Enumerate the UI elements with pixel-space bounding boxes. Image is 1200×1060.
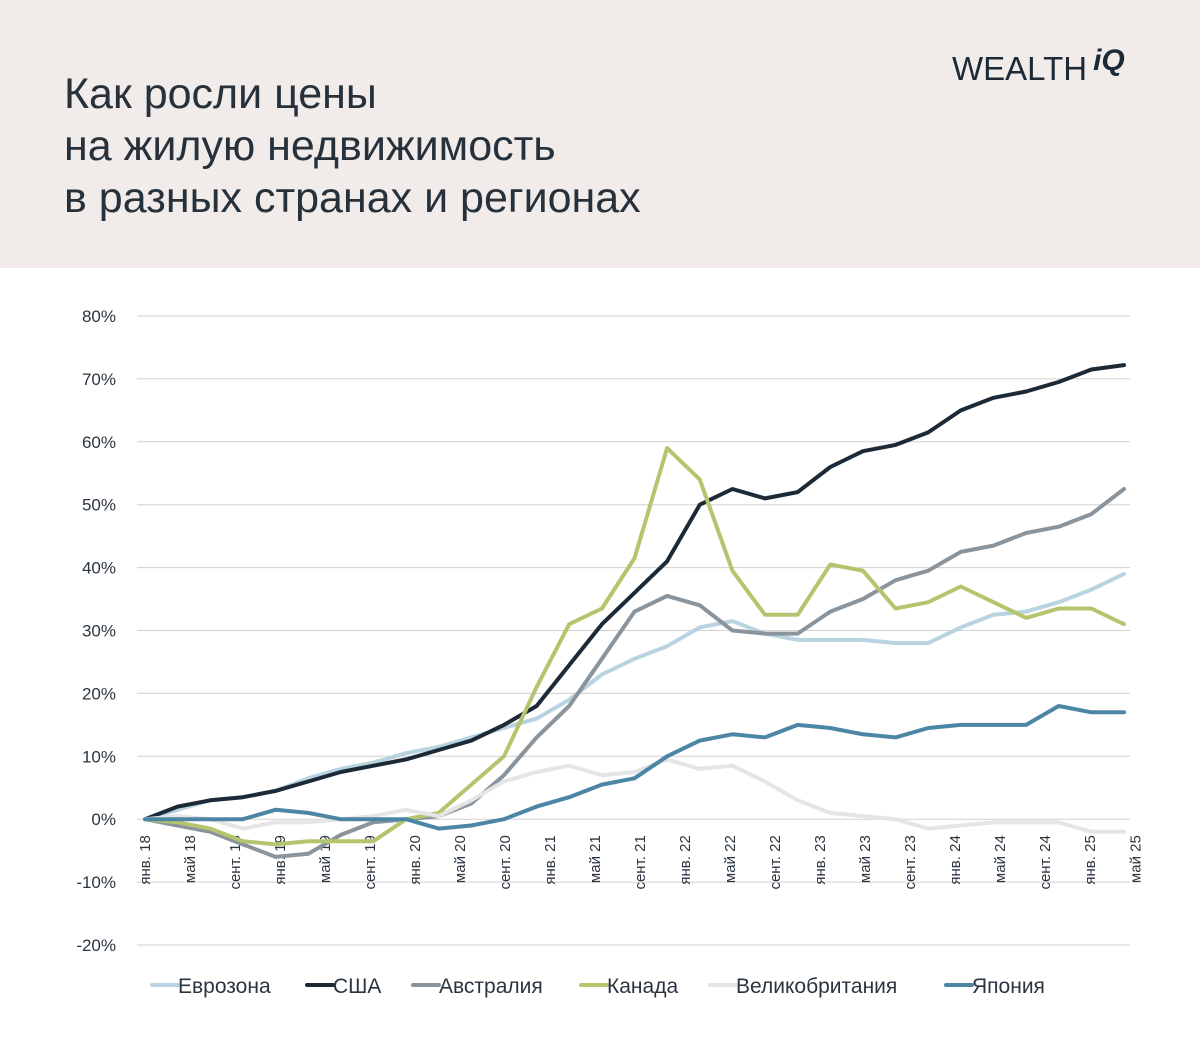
- x-tick-label: сент. 19: [362, 835, 379, 889]
- x-tick-label: янв. 25: [1082, 835, 1099, 884]
- y-tick-label: 50%: [82, 496, 116, 515]
- x-tick-label: янв. 24: [947, 835, 964, 884]
- y-tick-label: -10%: [76, 873, 116, 892]
- y-tick-label: -20%: [76, 936, 116, 955]
- wealthiq-logo: WEALTH iQ: [952, 44, 1125, 88]
- x-tick-label: янв. 18: [137, 835, 154, 884]
- page-title: Как росли цены на жилую недвижимость в р…: [64, 68, 884, 224]
- x-tick-label: сент. 18: [227, 835, 244, 889]
- logo-main-text: WEALTH: [952, 50, 1088, 87]
- title-line-2: на жилую недвижимость: [64, 122, 556, 170]
- legend-label: Великобритания: [736, 975, 897, 998]
- x-tick-label: май 24: [992, 835, 1009, 883]
- series-line-Япония: [143, 704, 1126, 831]
- title-line-1: Как росли цены: [64, 70, 377, 118]
- y-tick-label: 30%: [82, 622, 116, 641]
- x-tick-label: янв. 20: [407, 835, 424, 884]
- x-tick-label: сент. 22: [767, 835, 784, 889]
- x-tick-label: янв. 21: [542, 835, 559, 884]
- legend-label: Еврозона: [178, 975, 271, 998]
- x-tick-label: сент. 24: [1037, 835, 1054, 889]
- x-tick-label: сент. 20: [497, 835, 514, 889]
- y-tick-label: 0%: [91, 810, 116, 829]
- y-tick-label: 70%: [82, 370, 116, 389]
- header-banner: Как росли цены на жилую недвижимость в р…: [0, 0, 1200, 268]
- legend-label: Канада: [607, 975, 678, 998]
- x-tick-label: май 18: [182, 835, 199, 883]
- x-tick-label: сент. 23: [902, 835, 919, 889]
- series-line-Австралия: [143, 487, 1126, 859]
- line-chart: 80% 70% 60% 50% 40% 30% 20% 10% 0% -10% -20% янв. 1…: [76, 307, 1144, 998]
- series-line-Канада: [143, 446, 1126, 847]
- x-tick-label: янв. 19: [272, 835, 289, 884]
- x-tick-label: май 25: [1127, 835, 1144, 883]
- y-tick-label: 10%: [82, 747, 116, 766]
- y-tick-label: 40%: [82, 559, 116, 578]
- x-tick-label: сент. 21: [632, 835, 649, 889]
- title-line-3: в разных странах и регионах: [64, 174, 641, 222]
- y-tick-label: 20%: [82, 684, 116, 703]
- series-line-Великобритания: [143, 757, 1126, 834]
- x-tick-label: янв. 22: [677, 835, 694, 884]
- x-tick-label: янв. 23: [812, 835, 829, 884]
- y-tick-label: 60%: [82, 433, 116, 452]
- series-line-США: [143, 363, 1126, 822]
- series-line-Еврозона: [143, 571, 1126, 822]
- y-tick-label: 80%: [82, 307, 116, 326]
- x-tick-label: май 20: [452, 835, 469, 883]
- x-tick-label: май 23: [857, 835, 874, 883]
- legend-label: Япония: [972, 975, 1045, 998]
- logo-iq-text: iQ: [1093, 44, 1125, 77]
- x-tick-label: май 21: [587, 835, 604, 883]
- x-tick-label: май 22: [722, 835, 739, 883]
- legend-label: США: [333, 975, 381, 998]
- legend-label: Австралия: [439, 975, 543, 998]
